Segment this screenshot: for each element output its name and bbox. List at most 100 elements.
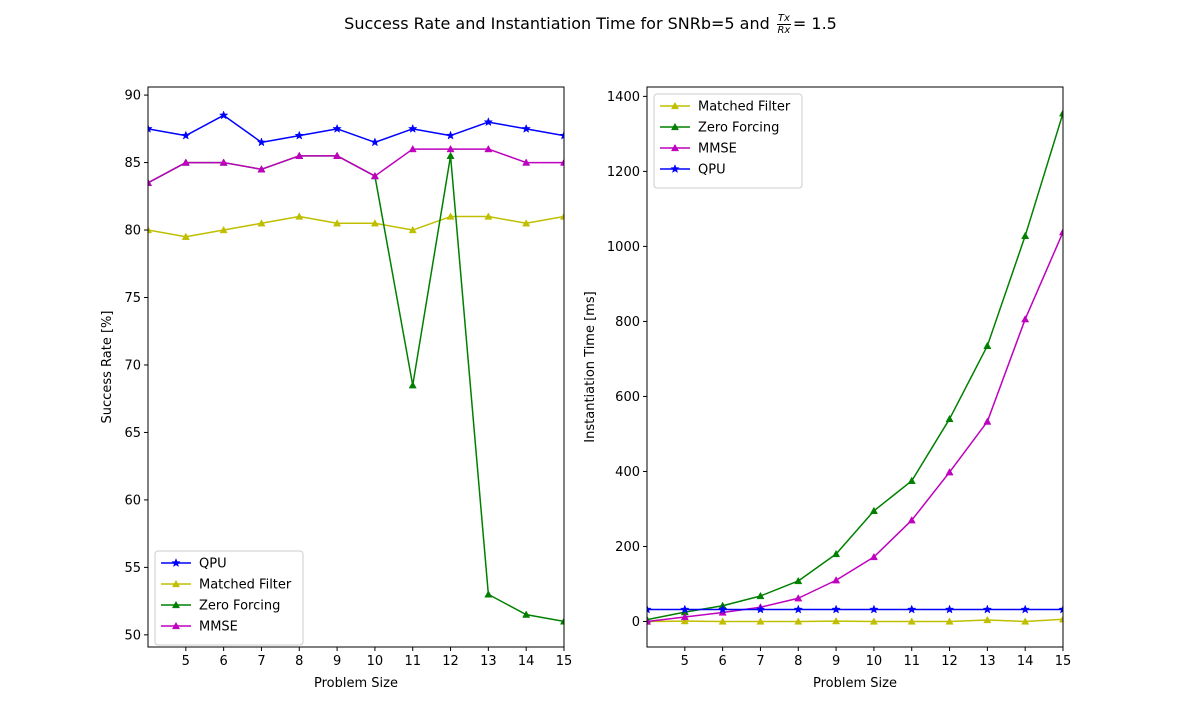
x-tick-label: 7 (257, 654, 265, 669)
data-point-mmse (333, 151, 342, 159)
x-tick-label: 5 (182, 654, 190, 669)
legend-marker-mmse (171, 621, 181, 630)
data-point-mmse (1058, 228, 1063, 236)
data-point-qpu (148, 123, 153, 133)
data-point-qpu (1020, 604, 1030, 614)
x-tick-label: 15 (1055, 654, 1072, 669)
data-point-matched-filter (945, 617, 954, 625)
data-point-mmse (559, 158, 564, 166)
x-tick-label: 12 (941, 654, 958, 669)
x-tick-label: 7 (756, 654, 764, 669)
data-point-zero-forcing (1021, 231, 1030, 240)
data-point-zero-forcing (446, 151, 455, 159)
y-tick-label: 80 (124, 224, 141, 239)
figure-title-text: Success Rate and Instantiation Time for … (344, 14, 775, 33)
x-tick-label: 8 (295, 654, 303, 669)
data-point-mmse (794, 594, 803, 602)
data-point-mmse (832, 576, 841, 584)
y-tick-label: 55 (124, 561, 141, 576)
data-point-zero-forcing (907, 476, 916, 484)
data-point-matched-filter (408, 225, 417, 234)
figure-title: Success Rate and Instantiation Time for … (0, 13, 1181, 36)
legend-label-zero-forcing: Zero Forcing (199, 599, 280, 614)
legend-marker-matched-filter (171, 579, 181, 588)
legend-label-matched-filter: Matched Filter (698, 100, 791, 115)
data-point-zero-forcing (983, 341, 992, 349)
data-point-zero-forcing (408, 381, 417, 389)
data-point-matched-filter (257, 219, 266, 227)
x-tick-label: 6 (718, 654, 726, 669)
data-point-matched-filter (522, 219, 531, 227)
data-point-qpu (944, 604, 955, 614)
series-line-matched-filter (647, 618, 1063, 623)
data-point-qpu (559, 130, 564, 140)
data-point-mmse (907, 516, 916, 524)
data-point-mmse (219, 158, 228, 166)
legend-marker-qpu (670, 163, 680, 174)
data-point-zero-forcing (869, 506, 878, 514)
data-point-mmse (408, 144, 417, 153)
legend-label-mmse: MMSE (698, 142, 737, 157)
y-tick-label: 60 (124, 493, 141, 508)
legend-marker-mmse (670, 143, 680, 152)
data-point-matched-filter (333, 219, 342, 227)
data-point-matched-filter (219, 225, 228, 234)
data-point-matched-filter (869, 617, 878, 625)
success-rate-legend: QPU Matched Filter Zero Forcing MMSE (154, 550, 304, 646)
x-tick-label: 5 (681, 654, 689, 669)
data-point-matched-filter (680, 617, 689, 625)
x-tick-label: 8 (794, 654, 802, 669)
legend-label-matched-filter: Matched Filter (199, 578, 292, 593)
data-point-mmse (484, 144, 493, 153)
figure-title-ratio: = 1.5 (792, 14, 837, 33)
data-point-matched-filter (1021, 617, 1030, 625)
data-point-qpu (445, 130, 456, 140)
series-line-qpu (148, 114, 564, 144)
x-tick-label: 11 (903, 654, 920, 669)
tx-rx-fraction: Tx Rx (776, 13, 791, 36)
data-point-mmse (446, 144, 455, 153)
data-point-mmse (983, 417, 992, 425)
y-tick-label: 65 (124, 426, 141, 441)
data-point-qpu (181, 130, 191, 140)
instantiation-time-chart: 5 6 7 8 9 10 11 12 13 14 15 0 200 400 600 800 1000 1200 14… (583, 86, 1072, 691)
y-tick-label: 70 (124, 358, 141, 373)
data-point-mmse (370, 171, 379, 180)
data-point-mmse (257, 165, 266, 173)
data-point-mmse (295, 151, 304, 159)
data-point-matched-filter (983, 615, 992, 624)
data-point-qpu (521, 123, 531, 133)
data-point-mmse (181, 158, 190, 166)
x-tick-label: 10 (866, 654, 883, 669)
x-axis-label: Problem Size (813, 676, 897, 691)
y-tick-label: 600 (615, 390, 640, 405)
series-line-matched-filter (148, 215, 564, 238)
instantiation-time-axes-frame (646, 86, 1064, 648)
series-line-mmse (148, 148, 564, 184)
data-point-qpu (906, 604, 917, 614)
data-point-matched-filter (148, 225, 153, 234)
data-point-mmse (680, 612, 689, 621)
legend-label-qpu: QPU (199, 557, 227, 572)
data-point-matched-filter (907, 617, 916, 625)
legend-marker-matched-filter (670, 101, 680, 110)
data-point-qpu (831, 604, 841, 614)
series-line-zero-forcing (647, 113, 1063, 621)
data-point-matched-filter (794, 617, 803, 625)
data-point-matched-filter (1058, 615, 1063, 623)
data-point-matched-filter (295, 212, 304, 220)
data-point-qpu (717, 604, 728, 614)
data-point-qpu (869, 604, 879, 614)
data-point-matched-filter (446, 212, 455, 220)
legend-label-qpu: QPU (698, 163, 726, 178)
x-tick-label: 15 (556, 654, 573, 669)
x-tick-label: 9 (832, 654, 840, 669)
y-tick-label: 0 (632, 615, 640, 630)
y-tick-label: 1400 (607, 90, 640, 105)
data-point-matched-filter (484, 212, 493, 220)
legend-label-mmse: MMSE (199, 620, 238, 635)
data-point-qpu (256, 137, 267, 147)
data-point-qpu (647, 604, 652, 614)
data-point-qpu (483, 117, 494, 127)
